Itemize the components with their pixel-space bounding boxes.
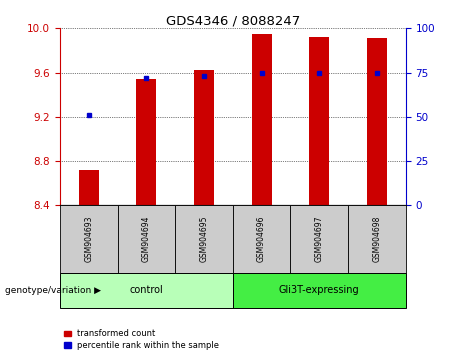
Bar bbox=[194, 70, 214, 205]
Legend: transformed count, percentile rank within the sample: transformed count, percentile rank withi… bbox=[64, 329, 219, 350]
Text: GSM904694: GSM904694 bbox=[142, 216, 151, 262]
Bar bbox=[175, 205, 233, 273]
Text: genotype/variation ▶: genotype/variation ▶ bbox=[5, 286, 100, 295]
Text: GSM904695: GSM904695 bbox=[200, 216, 208, 262]
Text: GSM904693: GSM904693 bbox=[84, 216, 93, 262]
Text: Gli3T-expressing: Gli3T-expressing bbox=[279, 285, 360, 295]
Bar bbox=[233, 273, 406, 308]
Text: GSM904697: GSM904697 bbox=[315, 216, 324, 262]
Bar bbox=[118, 205, 175, 273]
Bar bbox=[348, 205, 406, 273]
Bar bbox=[309, 37, 329, 205]
Text: control: control bbox=[130, 285, 163, 295]
Bar bbox=[233, 205, 290, 273]
Title: GDS4346 / 8088247: GDS4346 / 8088247 bbox=[165, 14, 300, 27]
Bar bbox=[136, 79, 156, 205]
Bar bbox=[60, 205, 118, 273]
Text: GSM904696: GSM904696 bbox=[257, 216, 266, 262]
Bar bbox=[60, 273, 233, 308]
Text: GSM904698: GSM904698 bbox=[372, 216, 381, 262]
Bar bbox=[252, 34, 272, 205]
Bar bbox=[290, 205, 348, 273]
Bar bbox=[79, 170, 99, 205]
Bar bbox=[367, 38, 387, 205]
